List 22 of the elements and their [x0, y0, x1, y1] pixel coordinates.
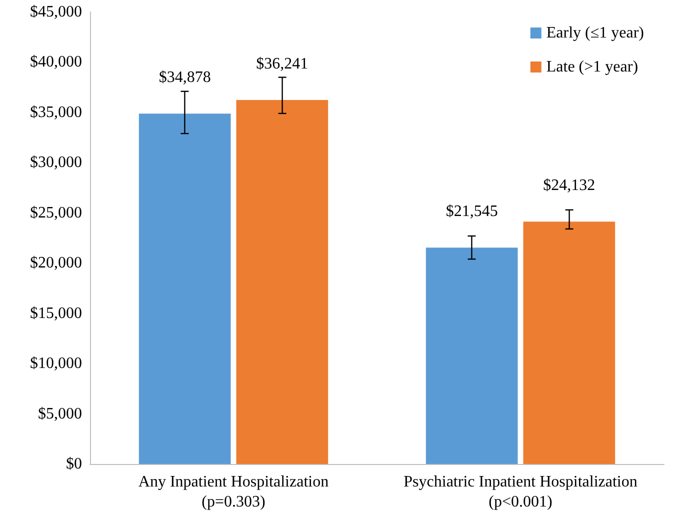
y-tick-label: $30,000	[30, 154, 82, 172]
y-tick-label: $35,000	[30, 104, 82, 121]
data-label: $36,241	[256, 55, 308, 72]
y-tick-label: $45,000	[30, 4, 82, 20]
bar	[236, 100, 328, 464]
y-tick-label: $15,000	[30, 304, 82, 322]
data-label: $34,878	[158, 69, 211, 86]
y-tick-label: $40,000	[30, 54, 82, 71]
y-tick-label: $0	[66, 456, 82, 472]
y-tick-label: $20,000	[30, 254, 82, 272]
data-label: $24,132	[543, 177, 596, 194]
y-tick-label: $25,000	[30, 204, 82, 222]
y-tick-label: $5,000	[38, 405, 82, 422]
bar	[138, 114, 231, 464]
legend-label: Late (>1 year)	[546, 58, 638, 76]
bar	[426, 248, 518, 464]
bar	[523, 222, 616, 464]
data-label: $21,545	[446, 203, 498, 220]
legend-label: Early (≤1 year)	[546, 24, 644, 42]
x-tick-label: Psychiatric Inpatient Hospitalization (p<0.001)	[404, 474, 638, 510]
x-tick-label: Any Inpatient Hospitalization (p=0.303)	[138, 474, 329, 510]
y-tick-label: $10,000	[30, 355, 82, 372]
